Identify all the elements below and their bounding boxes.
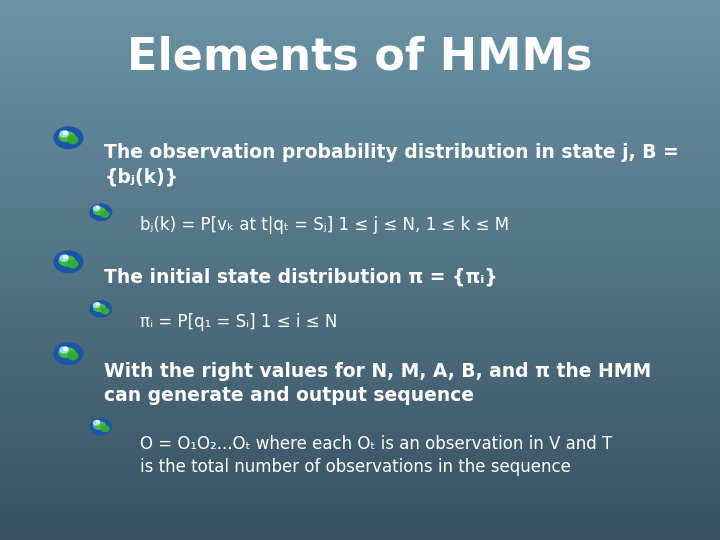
Circle shape	[68, 260, 78, 268]
Ellipse shape	[94, 422, 105, 429]
Circle shape	[90, 301, 112, 317]
Circle shape	[102, 308, 109, 314]
Circle shape	[102, 426, 109, 431]
Circle shape	[94, 303, 99, 307]
Ellipse shape	[94, 304, 105, 312]
Ellipse shape	[59, 132, 75, 141]
Circle shape	[68, 352, 78, 360]
Circle shape	[94, 421, 99, 425]
Circle shape	[54, 251, 83, 273]
Circle shape	[54, 127, 83, 148]
Text: With the right values for N, M, A, B, and π the HMM
can generate and output sequ: With the right values for N, M, A, B, an…	[104, 362, 652, 405]
Ellipse shape	[59, 348, 75, 357]
Circle shape	[60, 255, 68, 261]
Circle shape	[60, 131, 68, 137]
Ellipse shape	[59, 256, 75, 266]
Circle shape	[96, 421, 99, 423]
Circle shape	[68, 136, 78, 144]
Text: O = O₁O₂...Oₜ where each Oₜ is an observation in V and T
is the total number of : O = O₁O₂...Oₜ where each Oₜ is an observ…	[140, 435, 613, 476]
Circle shape	[96, 206, 99, 208]
Circle shape	[60, 347, 68, 353]
Circle shape	[96, 303, 99, 305]
Text: The initial state distribution π = {πᵢ}: The initial state distribution π = {πᵢ}	[104, 267, 498, 286]
Circle shape	[90, 204, 112, 220]
Text: Elements of HMMs: Elements of HMMs	[127, 35, 593, 78]
Circle shape	[63, 347, 68, 350]
Circle shape	[63, 131, 68, 134]
Text: bⱼ(k) = P[vₖ at t|qₜ = Sⱼ] 1 ≤ j ≤ N, 1 ≤ k ≤ M: bⱼ(k) = P[vₖ at t|qₜ = Sⱼ] 1 ≤ j ≤ N, 1 …	[140, 216, 510, 234]
Circle shape	[94, 206, 99, 211]
Circle shape	[90, 418, 112, 435]
Circle shape	[102, 212, 109, 217]
Circle shape	[54, 343, 83, 364]
Circle shape	[63, 255, 68, 259]
Ellipse shape	[94, 207, 105, 215]
Text: The observation probability distribution in state j, B =
{bⱼ(k)}: The observation probability distribution…	[104, 143, 679, 186]
Text: πᵢ = P[q₁ = Sᵢ] 1 ≤ i ≤ N: πᵢ = P[q₁ = Sᵢ] 1 ≤ i ≤ N	[140, 313, 338, 331]
